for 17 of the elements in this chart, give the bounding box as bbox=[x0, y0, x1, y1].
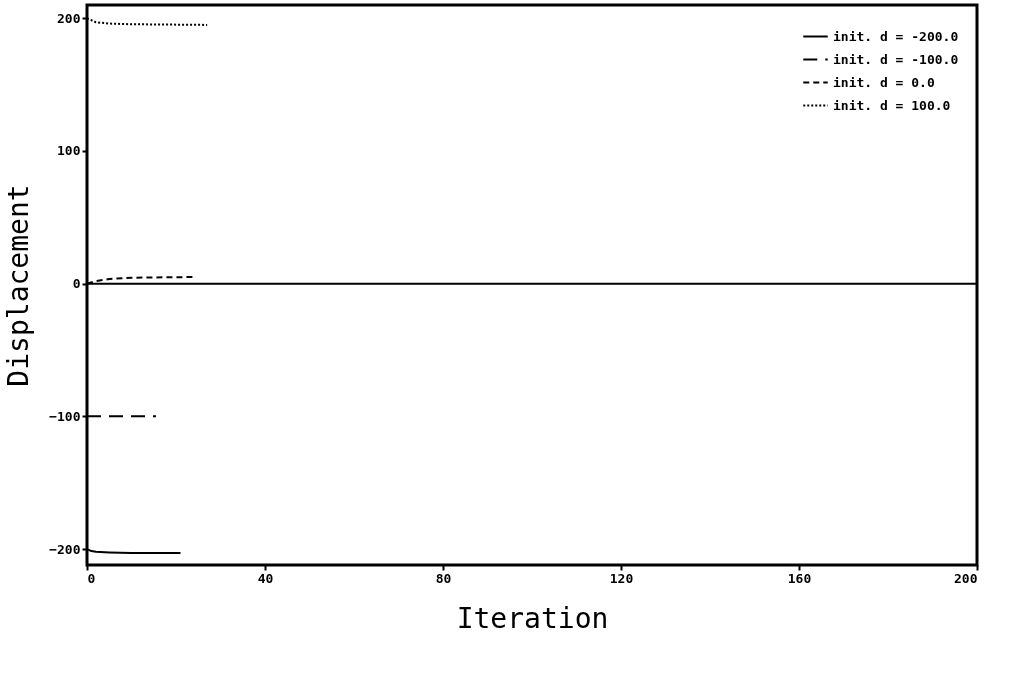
y-tick-label: 200 bbox=[57, 10, 81, 26]
y-tick-label: −200 bbox=[49, 541, 81, 557]
x-axis-title: Iteration bbox=[456, 601, 609, 635]
legend-label: init. d = -100.0 bbox=[833, 51, 959, 67]
x-tick-label: 120 bbox=[609, 570, 634, 586]
legend-label: init. d = -200.0 bbox=[833, 28, 959, 44]
y-tick-label: −100 bbox=[49, 408, 81, 424]
x-tick-label: 0 bbox=[87, 570, 96, 586]
y-tick-label: 100 bbox=[57, 143, 81, 159]
x-tick-label: 200 bbox=[954, 570, 978, 586]
x-tick-label: 160 bbox=[787, 570, 812, 586]
y-axis-title: Displacement bbox=[2, 184, 36, 387]
x-tick-label: 40 bbox=[257, 570, 274, 586]
y-tick-label: 0 bbox=[72, 276, 81, 292]
x-tick-label: 80 bbox=[435, 570, 452, 586]
legend-label: init. d = 0.0 bbox=[833, 74, 935, 90]
legend-label: init. d = 100.0 bbox=[833, 97, 951, 113]
